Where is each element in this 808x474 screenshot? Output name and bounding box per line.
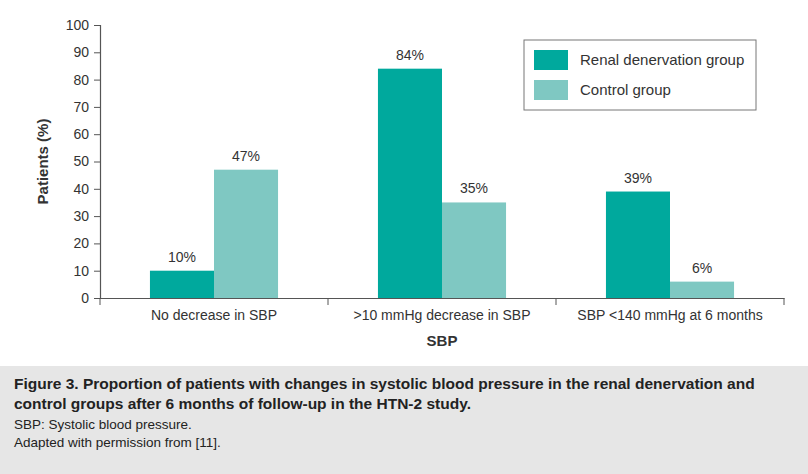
x-tick-label: SBP <140 mmHg at 6 months: [577, 307, 762, 323]
y-tick-mark: [94, 271, 100, 272]
y-tick: 90: [73, 44, 100, 60]
category-separator: [328, 298, 329, 305]
x-tick-label: No decrease in SBP: [151, 307, 277, 323]
y-tick-label: 10: [73, 263, 89, 279]
data-label: 47%: [232, 148, 260, 164]
bar: [442, 202, 506, 298]
bar: [378, 69, 442, 298]
x-axis-line: [101, 298, 785, 299]
legend: Renal denervation group Control group: [524, 40, 756, 110]
y-tick: 50: [73, 153, 100, 169]
y-tick-mark: [94, 243, 100, 244]
y-tick-mark: [94, 134, 100, 135]
y-tick: 70: [73, 99, 100, 115]
data-label: 10%: [168, 249, 196, 265]
category-separator: [100, 298, 101, 305]
bar: [606, 192, 670, 298]
data-label: 84%: [396, 47, 424, 63]
y-tick: 20: [73, 235, 100, 251]
y-tick-label: 50: [73, 153, 89, 169]
data-label: 6%: [692, 260, 712, 276]
x-axis-title: SBP: [427, 332, 458, 349]
bar: [150, 271, 214, 298]
y-tick: 80: [73, 72, 100, 88]
bar: [670, 282, 734, 298]
data-label: 39%: [624, 170, 652, 186]
legend-label: Control group: [580, 81, 671, 98]
y-tick-mark: [94, 52, 100, 53]
y-tick: 30: [73, 208, 100, 224]
legend-swatch: [534, 50, 568, 70]
legend-label: Renal denervation group: [580, 51, 744, 68]
x-tick: >10 mmHg decrease in SBP: [353, 298, 530, 323]
legend-swatch: [534, 80, 568, 100]
y-axis-line: [94, 26, 101, 299]
caption-note: Adapted with permission from [11].: [14, 434, 792, 452]
legend-box: [524, 40, 756, 110]
x-tick-label: >10 mmHg decrease in SBP: [353, 307, 530, 323]
legend-item: Renal denervation group: [534, 50, 744, 70]
y-tick-mark: [94, 216, 100, 217]
y-tick-label: 70: [73, 99, 89, 115]
y-tick: 60: [73, 126, 100, 142]
y-tick-label: 20: [73, 235, 89, 251]
x-tick: SBP <140 mmHg at 6 months: [577, 298, 762, 323]
y-tick-mark: [94, 107, 100, 108]
bar: [214, 170, 278, 298]
x-axis: No decrease in SBP >10 mmHg decrease in S…: [100, 298, 785, 323]
y-tick-mark: [94, 80, 100, 81]
y-axis: 0 10 20 30 40 50 60 70 80 90 100: [66, 17, 101, 306]
category-separator: [784, 298, 785, 305]
background: [0, 0, 808, 360]
y-tick: 10: [73, 263, 100, 279]
y-tick-label: 0: [81, 290, 89, 306]
data-labels: 10% 84% 39% 47% 35% 6%: [168, 47, 712, 276]
plot: 0 10 20 30 40 50 60 70 80 90 100 No decrease in SBP…: [66, 17, 785, 323]
y-tick: 0: [81, 290, 100, 306]
y-tick-mark: [94, 25, 100, 26]
y-tick-label: 100: [66, 17, 90, 33]
y-tick-label: 40: [73, 181, 89, 197]
legend-item: Control group: [534, 80, 671, 100]
y-tick-label: 80: [73, 72, 89, 88]
x-tick: No decrease in SBP: [151, 298, 277, 323]
y-tick-mark: [94, 189, 100, 190]
y-tick: 40: [73, 181, 100, 197]
y-tick-mark: [94, 162, 100, 163]
data-label: 35%: [460, 180, 488, 196]
figure-title: Figure 3. Proportion of patients with ch…: [14, 374, 792, 414]
y-tick-label: 90: [73, 44, 89, 60]
category-separator: [556, 298, 557, 305]
y-tick: 100: [66, 17, 100, 33]
chart: 0 10 20 30 40 50 60 70 80 90 100 No decrease in SBP…: [0, 0, 808, 360]
y-tick-label: 60: [73, 126, 89, 142]
y-tick-mark: [94, 298, 100, 299]
caption: Figure 3. Proportion of patients with ch…: [0, 360, 808, 474]
y-tick-label: 30: [73, 208, 89, 224]
y-axis-title: Patients (%): [34, 119, 51, 205]
caption-note: SBP: Systolic blood pressure.: [14, 416, 792, 434]
